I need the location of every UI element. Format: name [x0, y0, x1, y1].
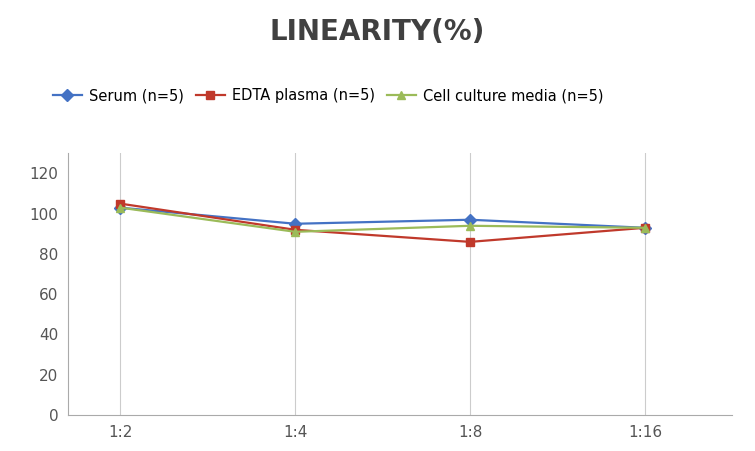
- Legend: Serum (n=5), EDTA plasma (n=5), Cell culture media (n=5): Serum (n=5), EDTA plasma (n=5), Cell cul…: [53, 88, 604, 103]
- Text: LINEARITY(%): LINEARITY(%): [270, 18, 485, 46]
